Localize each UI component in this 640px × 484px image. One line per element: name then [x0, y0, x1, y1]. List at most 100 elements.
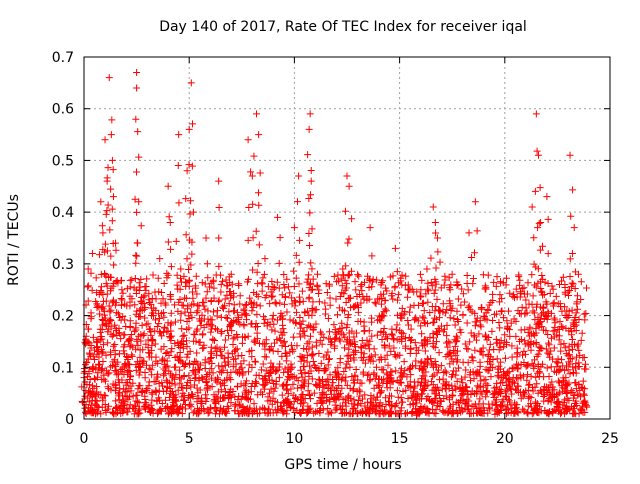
- data-point: [545, 341, 553, 349]
- data-point: [551, 323, 559, 331]
- data-point: [308, 343, 316, 351]
- data-point: [316, 328, 324, 336]
- y-tick-label: 0.1: [52, 360, 74, 376]
- data-point: [518, 303, 526, 311]
- data-point: [394, 296, 402, 304]
- data-point: [408, 336, 416, 344]
- data-point: [528, 203, 536, 211]
- data-point: [559, 362, 567, 370]
- data-point: [467, 377, 475, 385]
- data-point: [187, 197, 195, 205]
- data-point: [393, 268, 401, 276]
- data-point: [385, 374, 393, 382]
- data-point: [578, 403, 586, 411]
- data-point: [188, 250, 196, 258]
- data-point: [207, 365, 215, 373]
- data-point: [532, 398, 540, 406]
- data-point: [388, 331, 396, 339]
- data-point: [205, 358, 213, 366]
- data-point: [107, 252, 115, 260]
- x-tick-label: 5: [185, 431, 194, 447]
- data-point: [442, 378, 450, 386]
- data-point: [386, 392, 394, 400]
- data-point: [404, 382, 412, 390]
- data-point: [304, 275, 312, 283]
- data-point: [577, 336, 585, 344]
- data-point: [105, 74, 113, 82]
- data-point: [117, 335, 125, 343]
- data-point: [196, 338, 204, 346]
- data-point: [564, 288, 572, 296]
- data-point: [489, 296, 497, 304]
- data-point: [271, 384, 279, 392]
- data-point: [106, 273, 114, 281]
- data-point: [428, 372, 436, 380]
- data-point: [190, 330, 198, 338]
- data-point: [98, 222, 106, 230]
- data-point: [183, 279, 191, 287]
- data-point: [432, 315, 440, 323]
- data-point: [107, 131, 115, 139]
- data-point: [545, 350, 553, 358]
- data-point: [160, 343, 168, 351]
- data-point: [84, 283, 92, 291]
- data-point: [517, 326, 525, 334]
- data-point: [379, 277, 387, 285]
- data-point: [307, 259, 315, 267]
- data-point: [452, 371, 460, 379]
- data-point: [453, 334, 461, 342]
- data-point: [119, 397, 127, 405]
- data-point: [278, 331, 286, 339]
- data-point: [132, 366, 140, 374]
- data-point: [351, 278, 359, 286]
- data-point: [401, 367, 409, 375]
- data-point: [391, 401, 399, 409]
- data-point: [499, 343, 507, 351]
- data-point: [141, 374, 149, 382]
- data-point: [366, 376, 374, 384]
- data-point: [252, 405, 260, 413]
- data-point: [316, 376, 324, 384]
- data-point: [507, 319, 515, 327]
- data-point: [484, 306, 492, 314]
- data-point: [160, 323, 168, 331]
- data-point: [335, 381, 343, 389]
- y-axis-label: ROTI / TECUs: [6, 194, 22, 286]
- data-point: [508, 342, 516, 350]
- data-point: [366, 337, 374, 345]
- data-point: [300, 357, 308, 365]
- data-point: [236, 320, 244, 328]
- data-point: [517, 289, 525, 297]
- data-point: [406, 363, 414, 371]
- data-point: [253, 110, 261, 118]
- data-point: [85, 381, 93, 389]
- data-point: [430, 314, 438, 322]
- data-point: [385, 342, 393, 350]
- data-point: [468, 254, 476, 262]
- data-point: [95, 251, 103, 259]
- data-point: [176, 379, 184, 387]
- data-point: [344, 313, 352, 321]
- data-point: [432, 303, 440, 311]
- data-point: [211, 345, 219, 353]
- data-point: [565, 286, 573, 294]
- data-point: [202, 372, 210, 380]
- data-point: [132, 259, 140, 267]
- data-point: [174, 342, 182, 350]
- data-point: [208, 383, 216, 391]
- data-point: [185, 125, 193, 133]
- data-point: [534, 224, 542, 232]
- data-point: [97, 283, 105, 291]
- data-point: [558, 356, 566, 364]
- data-point: [534, 151, 542, 159]
- data-point: [179, 344, 187, 352]
- data-point: [484, 352, 492, 360]
- data-point: [547, 347, 555, 355]
- data-point: [572, 369, 580, 377]
- data-point: [524, 361, 532, 369]
- data-point: [103, 177, 111, 185]
- data-point: [209, 308, 217, 316]
- data-point: [120, 404, 128, 412]
- data-point: [296, 297, 304, 305]
- data-point: [544, 339, 552, 347]
